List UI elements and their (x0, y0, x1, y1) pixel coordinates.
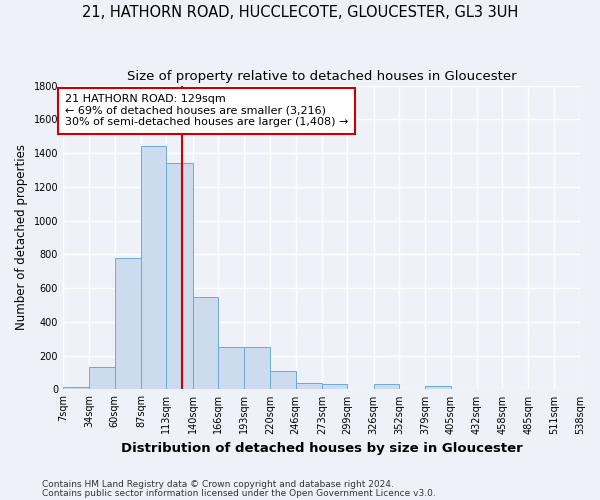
Bar (296, 382, 322, 390)
Bar (115, 258, 141, 390)
Text: Contains public sector information licensed under the Open Government Licence v3: Contains public sector information licen… (42, 488, 436, 498)
Title: Size of property relative to detached houses in Gloucester: Size of property relative to detached ho… (127, 70, 517, 83)
Bar (244, 347, 271, 390)
X-axis label: Distribution of detached houses by size in Gloucester: Distribution of detached houses by size … (121, 442, 523, 455)
Text: 21, HATHORN ROAD, HUCCLECOTE, GLOUCESTER, GL3 3UH: 21, HATHORN ROAD, HUCCLECOTE, GLOUCESTER… (82, 5, 518, 20)
Bar (374, 384, 399, 390)
Bar (166, 163, 193, 390)
Y-axis label: Number of detached properties: Number of detached properties (15, 144, 28, 330)
Bar (271, 371, 296, 390)
Text: 21 HATHORN ROAD: 129sqm
← 69% of detached houses are smaller (3,216)
30% of semi: 21 HATHORN ROAD: 129sqm ← 69% of detache… (65, 94, 349, 128)
Bar (63, 387, 89, 390)
Bar (425, 386, 451, 390)
Bar (322, 384, 347, 390)
Bar (193, 296, 218, 390)
Bar (89, 368, 115, 390)
Text: Contains HM Land Registry data © Crown copyright and database right 2024.: Contains HM Land Registry data © Crown c… (42, 480, 394, 489)
Bar (218, 347, 244, 390)
Bar (141, 146, 166, 390)
